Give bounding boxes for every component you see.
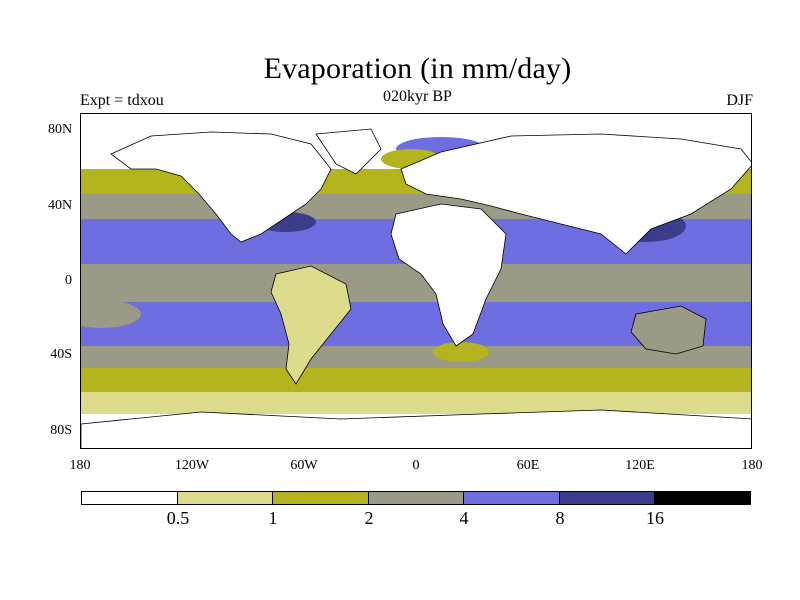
band-south-subpolar <box>81 368 751 394</box>
lat-label-40s: 40S <box>50 347 72 362</box>
greenland-land <box>315 128 382 175</box>
colorbar-box <box>82 492 178 504</box>
colorbar-box <box>177 492 274 504</box>
chart-title: Evaporation (in mm/day) <box>263 52 572 85</box>
south-pacific-patch <box>81 300 141 328</box>
colorbar-box <box>655 492 751 504</box>
lon-label-180e: 180 <box>741 458 763 473</box>
colorbar-label: 4 <box>459 508 469 528</box>
colorbar-label: 0.5 <box>166 508 190 528</box>
map-canvas <box>81 114 751 448</box>
colorbar-label: 2 <box>364 508 374 528</box>
lon-label-120w: 120W <box>174 458 210 473</box>
colorbar-box <box>464 492 560 504</box>
eurasia-land <box>400 133 751 255</box>
lon-label-60w: 60W <box>290 458 318 473</box>
colorbar-label: 16 <box>646 508 664 528</box>
colorbar-box <box>273 492 369 504</box>
colorbar <box>81 491 751 505</box>
south-america-land <box>270 265 352 385</box>
lon-label-60e: 60E <box>516 458 540 473</box>
lat-label-40n: 40N <box>48 198 73 213</box>
colorbar-label: 1 <box>268 508 278 528</box>
evaporation-map <box>80 113 752 449</box>
lon-label-180w: 180 <box>69 458 91 473</box>
lon-label-120e: 120E <box>625 458 655 473</box>
lat-label-80n: 80N <box>48 122 73 137</box>
lat-label-0: 0 <box>65 273 72 288</box>
antarctica-land <box>81 409 751 448</box>
colorbar-box <box>559 492 656 504</box>
subtitle-label: 020kyr BP <box>383 88 452 105</box>
lat-label-80s: 80S <box>50 423 72 438</box>
colorbar-label: 8 <box>555 508 565 528</box>
experiment-label: Expt = tdxou <box>80 92 164 109</box>
australia-land <box>630 305 707 355</box>
season-label: DJF <box>726 92 753 109</box>
south-atlantic-patch <box>433 342 489 362</box>
lon-label-0: 0 <box>412 458 420 473</box>
colorbar-box <box>368 492 465 504</box>
north-america-land <box>110 131 332 243</box>
africa-land <box>390 203 507 347</box>
band-south-mid <box>81 346 751 371</box>
